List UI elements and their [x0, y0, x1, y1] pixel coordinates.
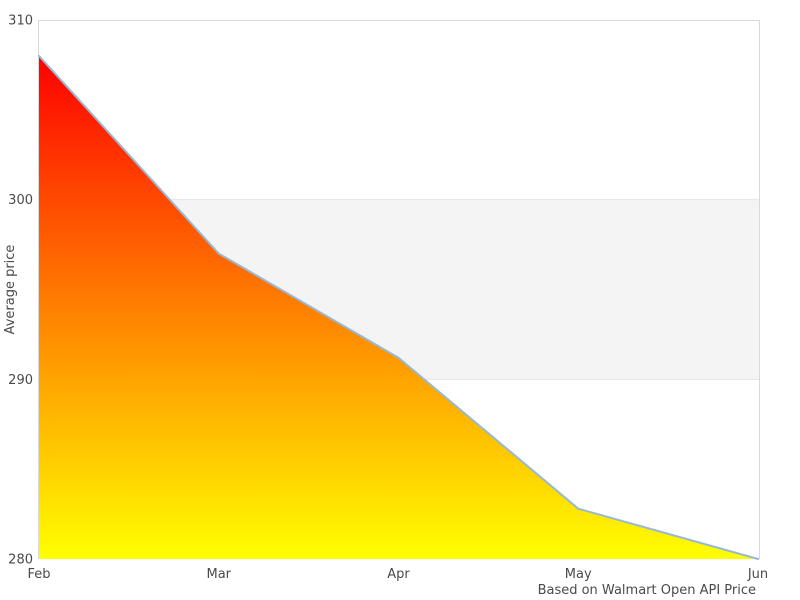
x-tick-label: Apr: [387, 567, 410, 582]
area-series: [38, 54, 759, 560]
y-axis-title: Average price: [3, 245, 18, 335]
x-axis-tick-labels: Feb Mar Apr May Jun: [27, 567, 768, 582]
x-tick-label: May: [565, 567, 592, 582]
y-tick-label: 310: [8, 14, 33, 29]
x-tick-label: Mar: [206, 567, 231, 582]
y-tick-label: 300: [8, 193, 33, 208]
area-fill: [39, 55, 758, 559]
chart-caption: Based on Walmart Open API Price: [538, 583, 756, 598]
x-tick-label: Jun: [747, 567, 768, 582]
series-line: [38, 54, 759, 560]
y-tick-label: 290: [8, 373, 33, 388]
x-tick-label: Feb: [27, 567, 50, 582]
y-tick-label: 280: [8, 553, 33, 568]
y-axis-tick-labels: 280 290 300 310: [8, 14, 33, 568]
